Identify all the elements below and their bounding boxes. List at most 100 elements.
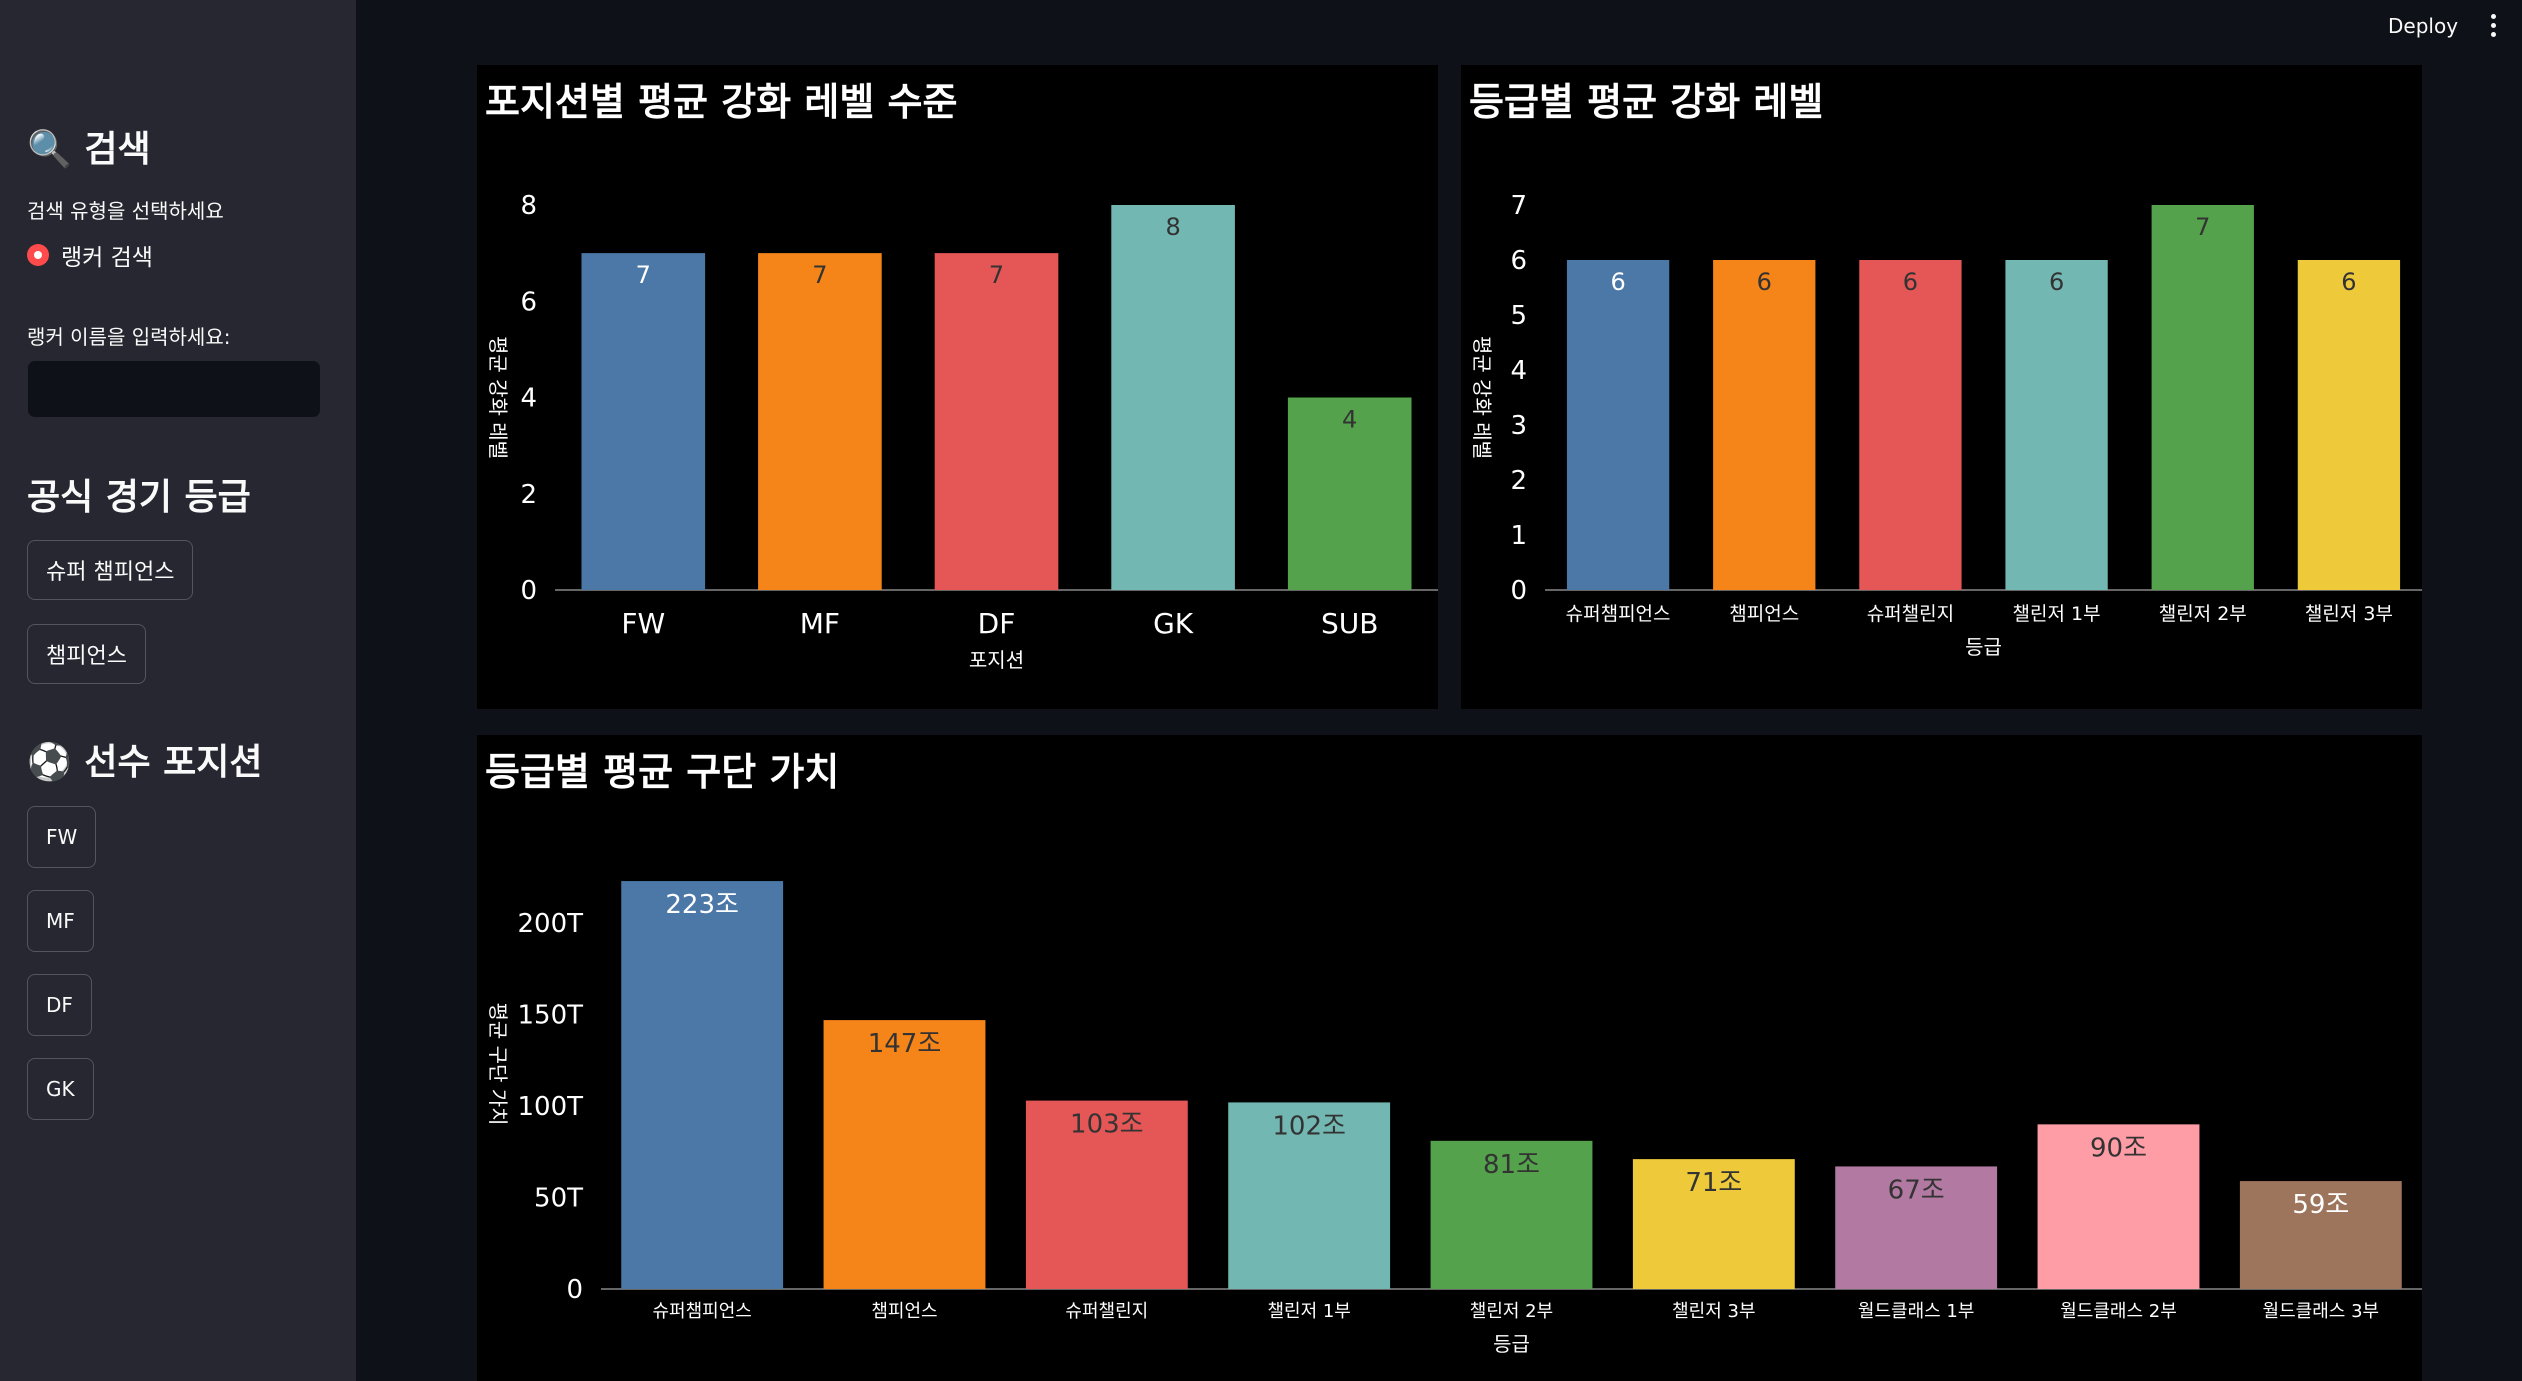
bar [1025,1100,1188,1289]
bar-value-label: 147조 [868,1029,942,1059]
y-tick-label: 7 [1510,191,1527,221]
radio-selected-icon[interactable] [27,244,49,266]
x-tick-label: 챌린저 3부 [2305,603,2393,625]
bar [2037,1124,2200,1289]
bar [2297,260,2401,590]
x-tick-label: MF [800,607,840,640]
bar-value-label: 59조 [2292,1190,2349,1220]
bar-value-label: 6 [1903,268,1918,296]
x-tick-label: 챌린저 2부 [1470,1301,1553,1322]
y-tick-label: 1 [1510,521,1527,551]
x-tick-label: 챌린저 2부 [2159,603,2247,625]
chart-position-level: 0 2 4 6 8 7 FW 7 MF 7 DF 8 GK 4 SUB 포지션 평균 강화 레벨 [486,191,1438,672]
bar-value-label: 71조 [1685,1168,1742,1198]
ranker-name-label: 랭커 이름을 입력하세요: [27,325,231,349]
bar-value-label: 102조 [1272,1111,1346,1141]
y-tick-label: 2 [1510,466,1527,496]
bar-value-label: 7 [812,261,827,289]
y-tick-label: 0 [1510,576,1527,606]
bar [1287,397,1412,590]
x-tick-label: 월드클래스 1부 [1858,1301,1975,1322]
y-tick-label: 6 [1510,246,1527,276]
y-tick-label: 4 [1510,356,1527,386]
x-tick-label: 챌린저 1부 [2013,603,2101,625]
bar [1835,1166,1998,1289]
chart-grade-level: 0 1 2 3 4 5 6 7 6 슈퍼챔피언스 6 챔피언스 6 슈퍼챌린지 6 챌린저 1부 7 챌린저 2부… [1470,191,2422,659]
bar [2151,205,2254,590]
x-tick-label: 챌린저 3부 [1672,1301,1755,1322]
position-button-gk[interactable]: GK [27,1058,94,1120]
y-tick-label: 100T [517,1092,583,1122]
x-tick-label: 월드클래스 2부 [2060,1301,2177,1322]
y-tick-label: 3 [1510,411,1527,441]
x-tick-label: 챔피언스 [1729,603,1799,625]
position-button-mf[interactable]: MF [27,890,94,952]
y-tick-label: 50T [534,1184,583,1214]
position-button-df[interactable]: DF [27,974,92,1036]
radio-ranker-search[interactable]: 랭커 검색 [27,238,153,272]
bar [581,253,706,590]
x-tick-label: SUB [1321,607,1378,640]
more-menu-icon[interactable] [2486,14,2500,44]
y-axis-title: 평균 구단 가치 [486,1002,510,1125]
bar [2239,1181,2402,1289]
deploy-button[interactable]: Deploy [2388,14,2459,38]
chart-panel-grade-level: 등급별 평균 강화 레벨 0 1 2 3 4 5 6 7 6 슈퍼챔피언스 6 챔피언스 6 슈퍼챌린지 6… [1461,65,2422,709]
bar [1713,260,1816,590]
x-tick-label: DF [978,607,1016,640]
bar [758,253,882,590]
x-tick-label: GK [1153,607,1194,640]
bar-value-label: 4 [1342,406,1357,434]
bar-value-label: 7 [2195,213,2210,241]
grade-button-super-champions[interactable]: 슈퍼 챔피언스 [27,540,194,600]
y-tick-label: 8 [520,191,537,221]
search-type-label: 검색 유형을 선택하세요 [27,199,224,223]
y-tick-label: 150T [517,1001,583,1031]
bar [1430,1140,1593,1289]
grade-button-champions[interactable]: 챔피언스 [27,624,146,684]
bar-value-label: 6 [1757,268,1772,296]
bar-value-label: 81조 [1483,1150,1540,1180]
bar-value-label: 103조 [1070,1110,1144,1140]
x-tick-label: 월드클래스 3부 [2263,1301,2380,1322]
x-tick-label: 챔피언스 [871,1301,937,1322]
chart-title: 등급별 평균 강화 레벨 [1469,80,1824,124]
bar [823,1020,986,1289]
bar-value-label: 6 [2341,268,2356,296]
bar-value-label: 90조 [2090,1133,2147,1163]
x-axis-title: 포지션 [969,648,1024,672]
y-tick-label: 0 [520,576,537,606]
ranker-name-input[interactable] [27,360,321,418]
bar-value-label: 67조 [1888,1175,1945,1205]
y-axis-title: 평균 강화 레벨 [486,336,510,459]
radio-option-label: 랭커 검색 [61,245,153,271]
y-tick-label: 2 [520,480,537,510]
x-tick-label: 챌린저 1부 [1267,1301,1350,1322]
y-tick-label: 4 [520,384,537,414]
chart-title: 등급별 평균 구단 가치 [485,750,840,794]
bar [1859,260,1962,590]
position-button-fw[interactable]: FW [27,806,97,868]
bar-value-label: 7 [989,261,1004,289]
bar-value-label: 6 [2049,268,2064,296]
x-tick-label: 슈퍼챔피언스 [652,1301,751,1322]
bar-value-label: 6 [1610,268,1625,296]
y-tick-label: 5 [1510,301,1527,331]
y-tick-label: 200T [517,909,583,939]
x-tick-label: 슈퍼챌린지 [1065,1301,1148,1322]
y-tick-label: 0 [566,1275,583,1305]
bar [1228,1102,1391,1289]
x-axis-title: 등급 [1493,1332,1530,1356]
y-axis-title: 평균 강화 레벨 [1470,336,1494,459]
bar [1111,205,1235,590]
chart-panel-position-level: 포지션별 평균 강화 레벨 수준 0 2 4 6 8 7 FW 7 MF 7 DF 8 GK 4 SUB 포지… [477,65,1438,709]
bar-value-label: 223조 [665,890,739,920]
position-heading: ⚽ 선수 포지션 [27,742,263,783]
bar [1632,1159,1795,1289]
x-axis-title: 등급 [1965,635,2002,659]
bar [2005,260,2108,590]
bar [1566,260,1670,590]
chart-title: 포지션별 평균 강화 레벨 수준 [485,80,958,124]
bar [934,253,1059,590]
